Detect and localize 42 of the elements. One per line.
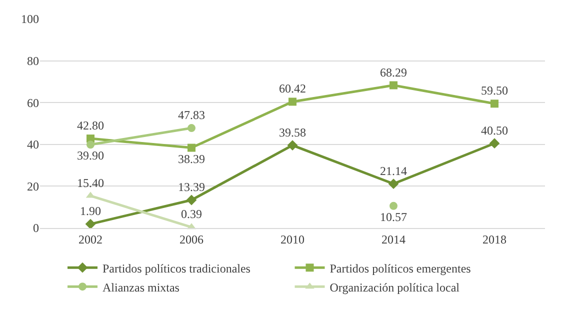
x-tick-label: 2014 [382, 232, 406, 246]
point [186, 194, 197, 206]
x-tick-label: 2006 [180, 232, 204, 246]
point [188, 124, 196, 132]
point [288, 98, 296, 106]
data-label: 59.50 [481, 84, 508, 98]
point [86, 140, 94, 149]
y-tick-label: 20 [27, 179, 39, 194]
x-tick-label: 2002 [78, 232, 102, 246]
legend-label: Organización política local [330, 280, 460, 294]
point [85, 218, 96, 230]
data-label: 60.42 [279, 82, 306, 96]
data-label: 13.39 [178, 180, 205, 194]
y-tick-label: 60 [27, 96, 39, 110]
data-label: 47.83 [178, 108, 205, 122]
data-label: 1.90 [80, 204, 101, 218]
y-tick-label: 100 [21, 12, 39, 26]
data-label: 39.90 [77, 148, 104, 163]
data-label: 40.50 [481, 123, 508, 138]
y-tick-label: 40 [27, 138, 39, 152]
data-label: 39.58 [279, 125, 306, 140]
data-label: 38.39 [178, 152, 205, 166]
data-label: 21.14 [380, 164, 407, 178]
point [287, 140, 298, 150]
point [390, 202, 398, 210]
x-tick-label: 2018 [482, 232, 506, 246]
data-label: 68.29 [380, 65, 407, 80]
data-label: 42.80 [77, 118, 104, 133]
legend-label: Partidos políticos tradicionales [102, 261, 251, 276]
y-tick-label: 0 [33, 221, 39, 236]
point [390, 81, 398, 90]
point [490, 100, 498, 108]
data-label: 0.39 [181, 207, 202, 222]
x-tick-label: 2010 [280, 232, 304, 246]
y-tick-label: 80 [27, 54, 39, 68]
legend-label: Alianzas mixtas [102, 280, 180, 294]
point [388, 178, 399, 190]
legend-label: Partidos políticos emergentes [330, 261, 472, 276]
data-label: 15.40 [77, 176, 104, 190]
point [489, 138, 500, 149]
data-label: 10.57 [380, 210, 407, 224]
point [188, 144, 196, 152]
